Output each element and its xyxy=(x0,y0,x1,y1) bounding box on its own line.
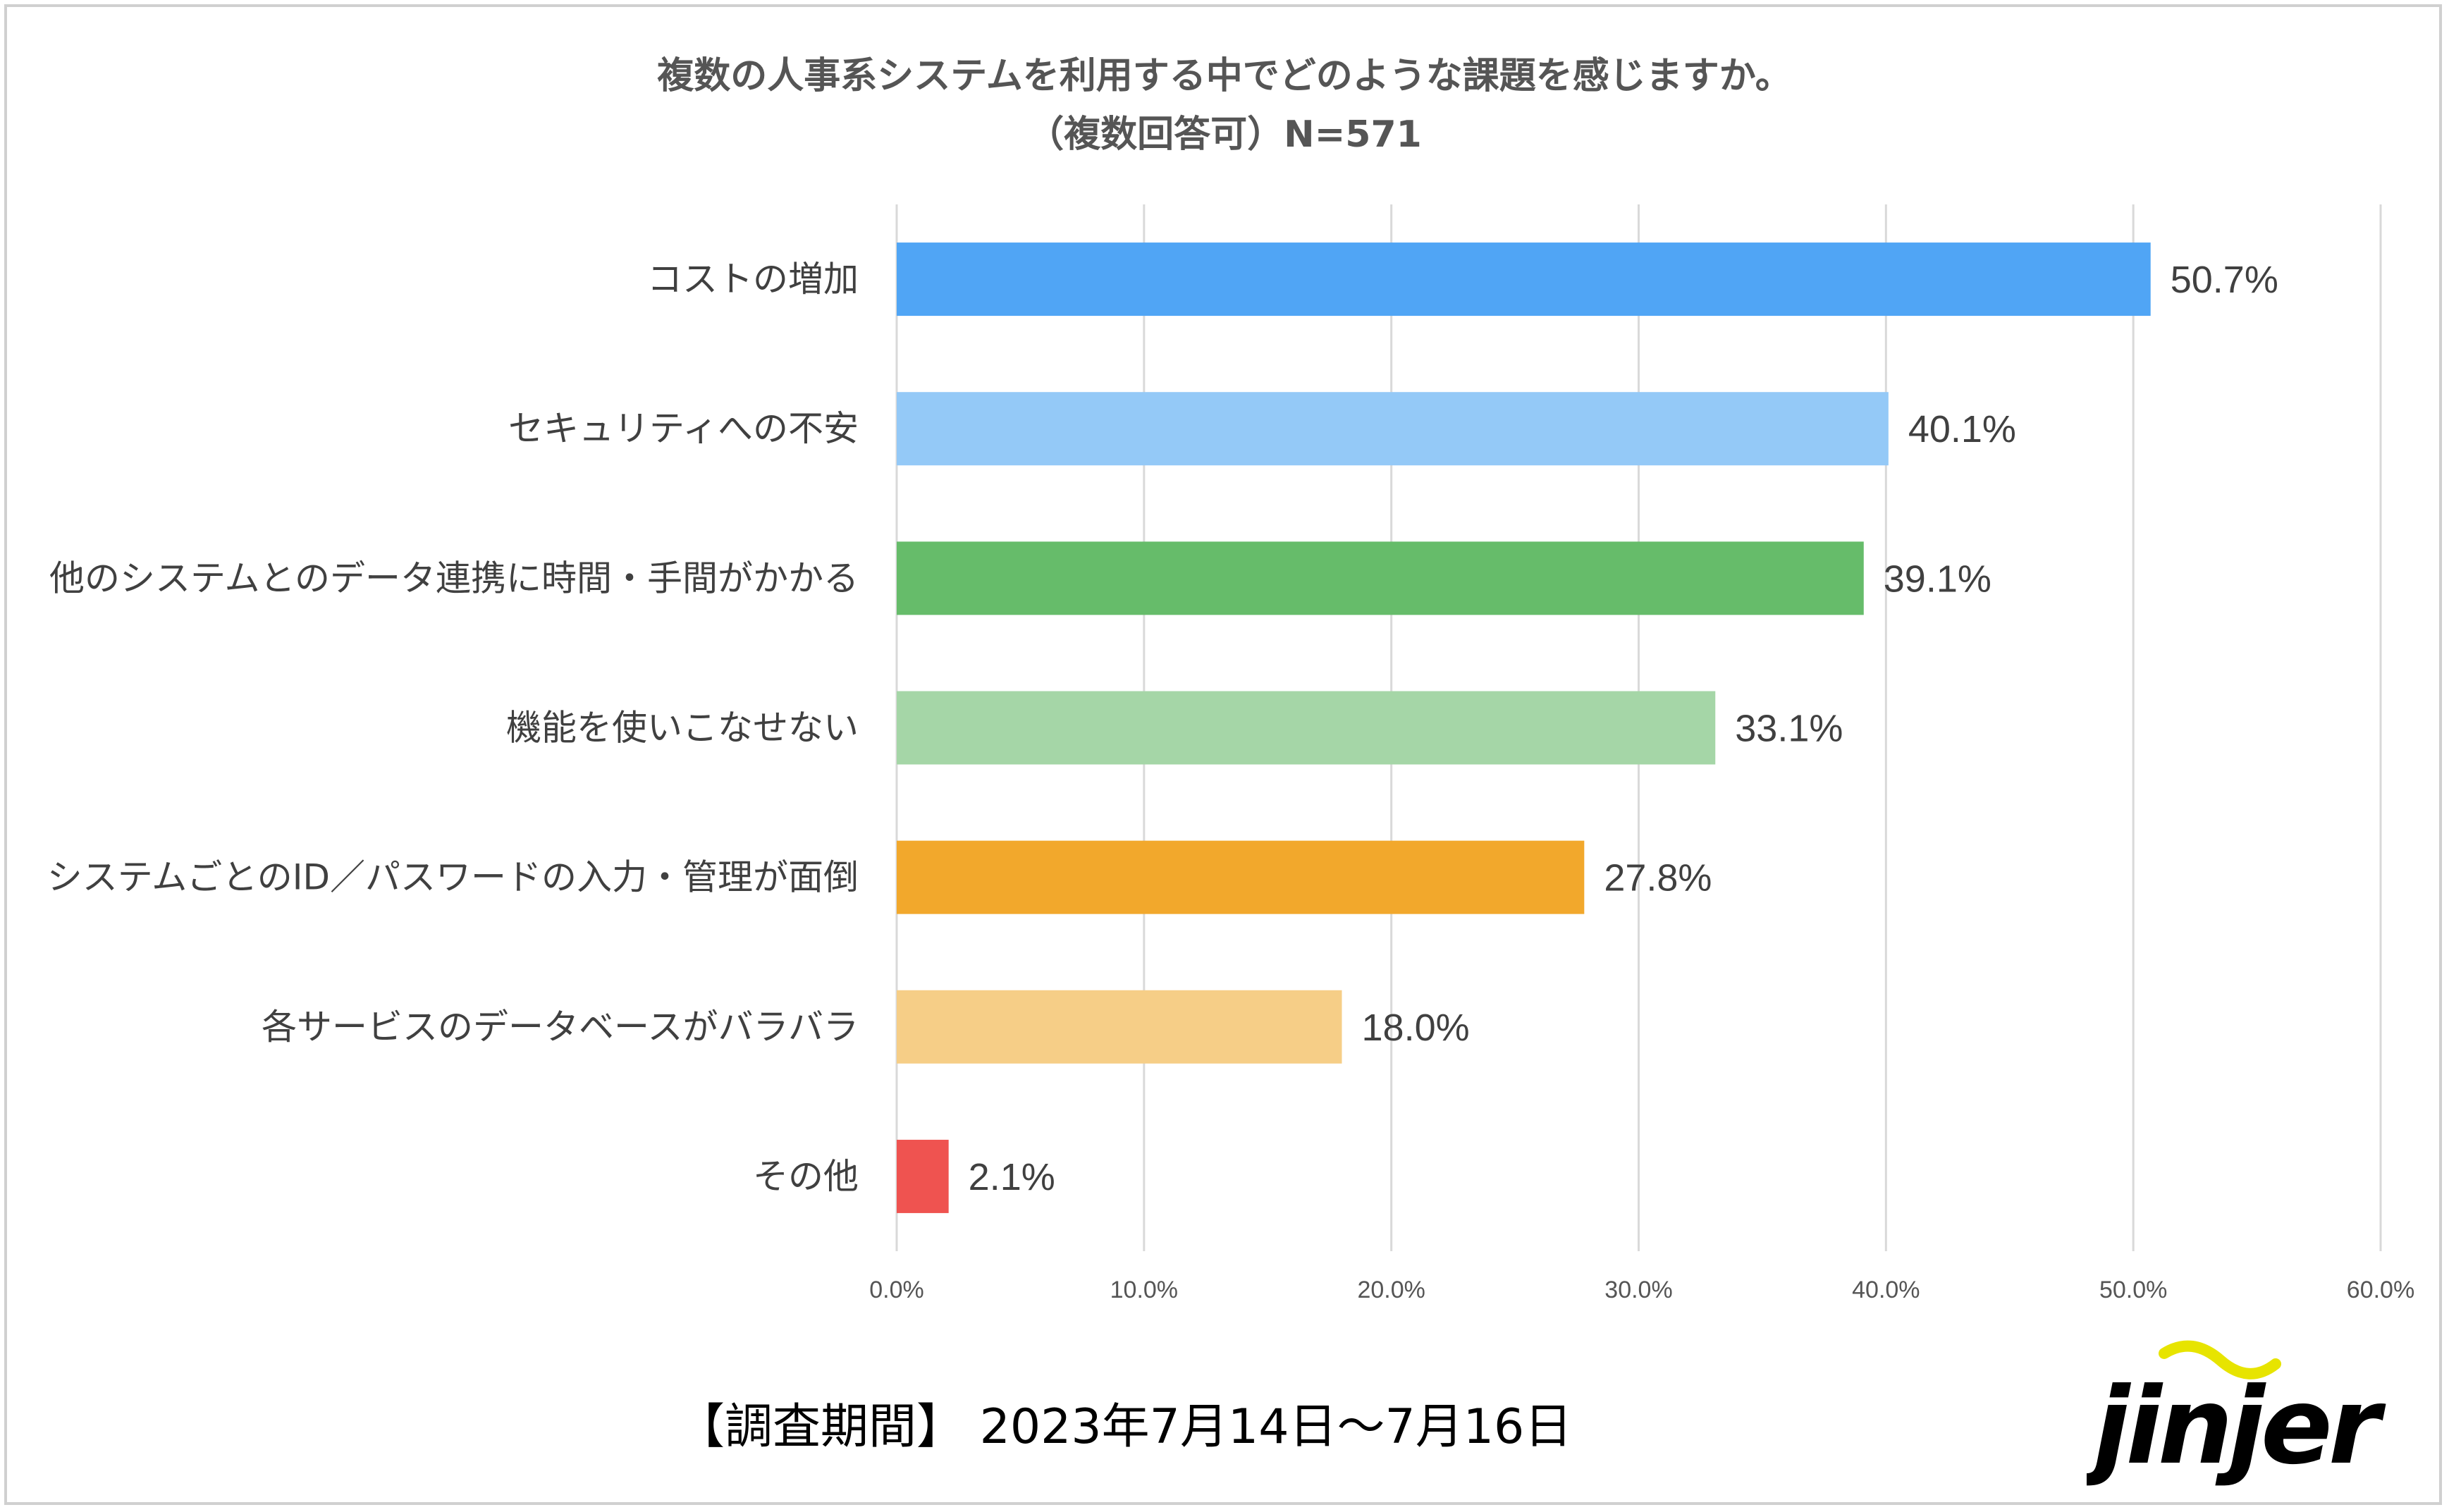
x-tick-label: 10.0% xyxy=(1110,1277,1178,1303)
x-axis-tick-labels: 0.0% 10.0% 20.0% 30.0% 40.0% 50.0% 60.0% xyxy=(869,1277,2414,1303)
category-label: 機能を使いこなせない xyxy=(506,708,859,749)
value-labels: 50.7% 40.1% 39.1% 33.1% 27.8% 18.0% 2.1% xyxy=(969,259,2278,1198)
bars xyxy=(897,242,2151,1213)
x-tick-label: 60.0% xyxy=(2347,1277,2414,1303)
category-label: セキュリティへの不安 xyxy=(508,408,859,449)
bar xyxy=(897,990,1342,1064)
bar xyxy=(897,392,1889,466)
x-tick-label: 20.0% xyxy=(1357,1277,1425,1303)
category-label: コストの増加 xyxy=(647,259,859,300)
category-label: 他のシステムとのデータ連携に時間・手間がかかる xyxy=(49,558,859,598)
survey-period: 【調査期間】 2023年7月14日～7月16日 xyxy=(677,1399,1573,1455)
jinjer-logo: jinjer xyxy=(2087,1340,2390,1487)
value-label: 39.1% xyxy=(1884,558,1991,600)
logo-accent-mark xyxy=(2159,1340,2281,1379)
chart-title: 複数の人事系システムを利用する中でどのような課題を感じますか。 xyxy=(657,55,1792,97)
category-labels: コストの増加セキュリティへの不安他のシステムとのデータ連携に時間・手間がかかる機… xyxy=(47,259,859,1197)
category-label: 各サービスのデータベースがバラバラ xyxy=(262,1007,859,1047)
value-label: 27.8% xyxy=(1604,857,1712,899)
logo-wordmark: jinjer xyxy=(2087,1365,2386,1487)
value-label: 18.0% xyxy=(1362,1007,1470,1049)
bar xyxy=(897,691,1716,765)
x-tick-label: 30.0% xyxy=(1604,1277,1672,1303)
bar xyxy=(897,242,2151,316)
bar xyxy=(897,840,1585,914)
x-tick-label: 40.0% xyxy=(1852,1277,1920,1303)
x-tick-label: 50.0% xyxy=(2099,1277,2167,1303)
value-label: 40.1% xyxy=(1908,408,2016,450)
value-label: 2.1% xyxy=(969,1156,1055,1198)
category-label: システムごとのID／パスワードの入力・管理が面倒 xyxy=(47,857,859,898)
bar xyxy=(897,1139,949,1213)
value-label: 33.1% xyxy=(1735,708,1843,750)
value-label: 50.7% xyxy=(2171,259,2278,301)
chart-subtitle: （複数回答可）N=571 xyxy=(1027,113,1422,156)
bar xyxy=(897,541,1864,615)
category-label: その他 xyxy=(753,1156,859,1197)
x-tick-label: 0.0% xyxy=(869,1277,924,1303)
